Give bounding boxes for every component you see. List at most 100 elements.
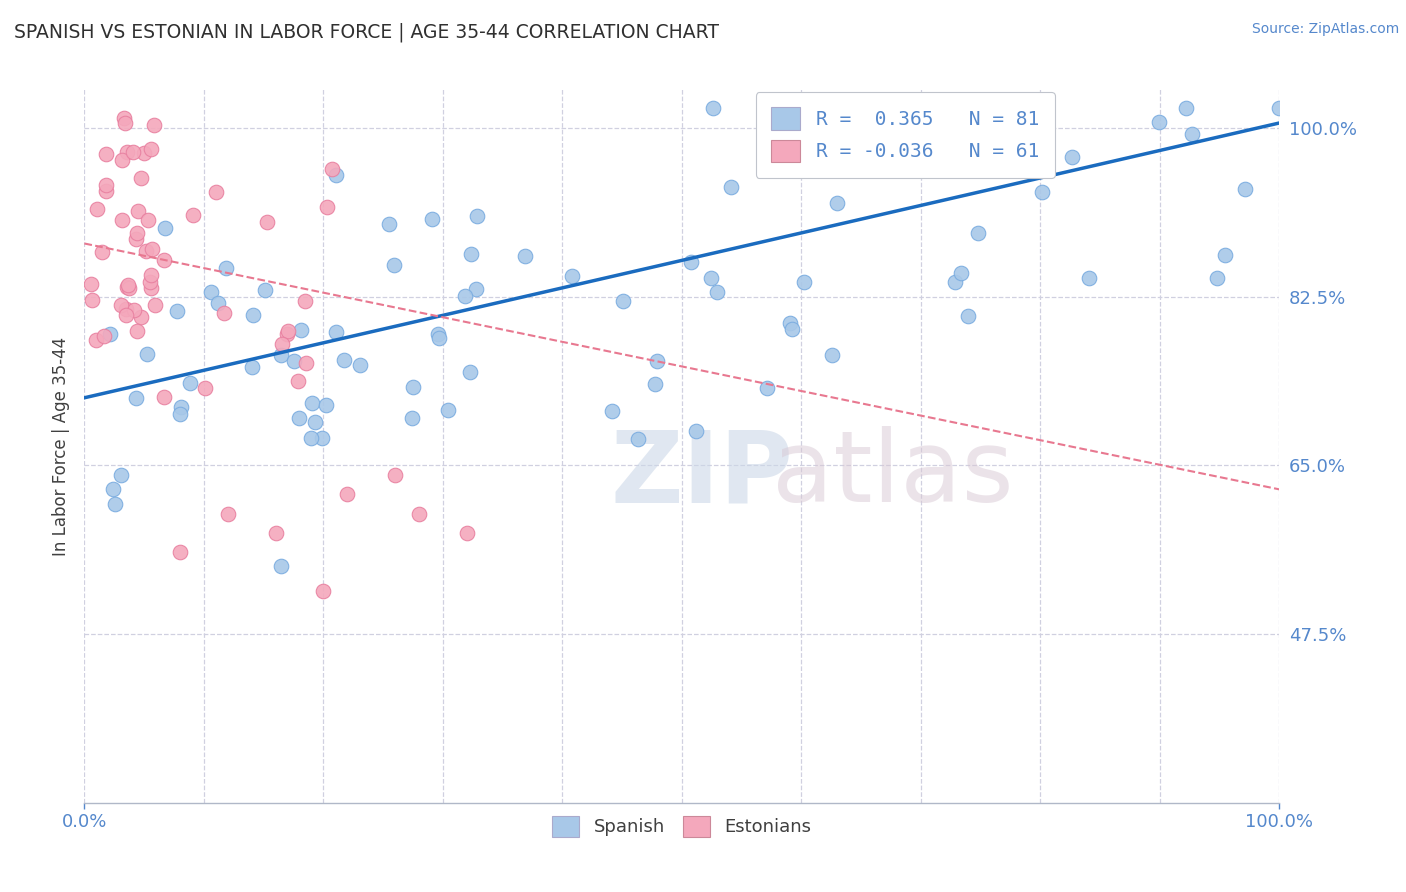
Point: [706, 285, 728, 299]
Point: [681, 254, 703, 268]
Point: [464, 282, 486, 296]
Point: [141, 280, 163, 294]
Point: [1060, 150, 1083, 164]
Point: [384, 467, 406, 482]
Point: [143, 298, 166, 312]
Point: [80, 277, 103, 291]
Point: [270, 558, 292, 573]
Point: [132, 146, 155, 161]
Point: [139, 142, 162, 156]
Point: [277, 324, 299, 338]
Point: [454, 289, 477, 303]
Point: [600, 403, 623, 417]
Point: [94, 184, 117, 198]
Point: [1233, 182, 1256, 196]
Point: [215, 261, 238, 276]
Point: [325, 325, 347, 339]
Point: [242, 308, 264, 322]
Point: [956, 309, 979, 323]
Point: [1205, 271, 1227, 285]
Point: [437, 402, 460, 417]
Point: [1181, 127, 1204, 141]
Point: [299, 431, 322, 445]
Point: [821, 348, 844, 362]
Point: [110, 467, 132, 482]
Point: [112, 112, 135, 126]
Point: [458, 365, 481, 379]
Point: [264, 525, 287, 540]
Point: [111, 153, 134, 167]
Point: [117, 280, 139, 294]
Y-axis label: In Labor Force | Age 35-44: In Labor Force | Age 35-44: [52, 336, 70, 556]
Point: [136, 212, 159, 227]
Point: [1213, 247, 1236, 261]
Point: [378, 217, 401, 231]
Point: [139, 276, 162, 290]
Point: [699, 271, 721, 285]
Point: [426, 327, 449, 342]
Point: [1267, 102, 1289, 116]
Point: [139, 268, 162, 282]
Point: [155, 221, 177, 235]
Point: [627, 432, 650, 446]
Point: [830, 117, 852, 131]
Point: [181, 208, 204, 222]
Point: [166, 304, 188, 318]
Point: [998, 102, 1021, 116]
Point: [100, 326, 122, 341]
Point: [645, 354, 668, 368]
Point: [779, 316, 801, 330]
Point: [135, 244, 157, 259]
Point: [825, 195, 848, 210]
Point: [287, 410, 309, 425]
Point: [1077, 271, 1099, 285]
Point: [270, 348, 292, 362]
Point: [644, 377, 666, 392]
Point: [294, 293, 316, 308]
Point: [254, 284, 277, 298]
Point: [312, 583, 335, 598]
Point: [325, 168, 347, 182]
Point: [125, 232, 148, 246]
Point: [153, 390, 176, 404]
Point: [94, 178, 117, 193]
Point: [115, 302, 138, 317]
Point: [117, 278, 139, 293]
Point: [561, 268, 583, 283]
Point: [427, 331, 450, 345]
Point: [90, 245, 112, 260]
Point: [101, 482, 124, 496]
Point: [179, 376, 201, 390]
Point: [115, 145, 138, 159]
Point: [295, 356, 318, 370]
Point: [127, 325, 149, 339]
Point: [127, 204, 149, 219]
Point: [135, 347, 157, 361]
Point: [84, 333, 107, 347]
Point: [401, 410, 423, 425]
Point: [217, 507, 239, 521]
Point: [402, 380, 425, 394]
Point: [114, 116, 136, 130]
Point: [311, 431, 333, 445]
Point: [200, 285, 222, 299]
Point: [456, 525, 478, 540]
Point: [129, 310, 152, 325]
Point: [315, 397, 337, 411]
Point: [793, 275, 815, 289]
Point: [170, 401, 193, 415]
Point: [194, 381, 217, 395]
Point: [333, 353, 356, 368]
Point: [142, 118, 165, 132]
Point: [122, 145, 145, 159]
Point: [780, 322, 803, 336]
Point: [612, 293, 634, 308]
Point: [304, 415, 326, 429]
Point: [125, 391, 148, 405]
Point: [685, 424, 707, 438]
Point: [408, 507, 430, 521]
Point: [80, 293, 103, 307]
Point: [460, 247, 482, 261]
Point: [127, 227, 149, 241]
Point: [256, 215, 278, 229]
